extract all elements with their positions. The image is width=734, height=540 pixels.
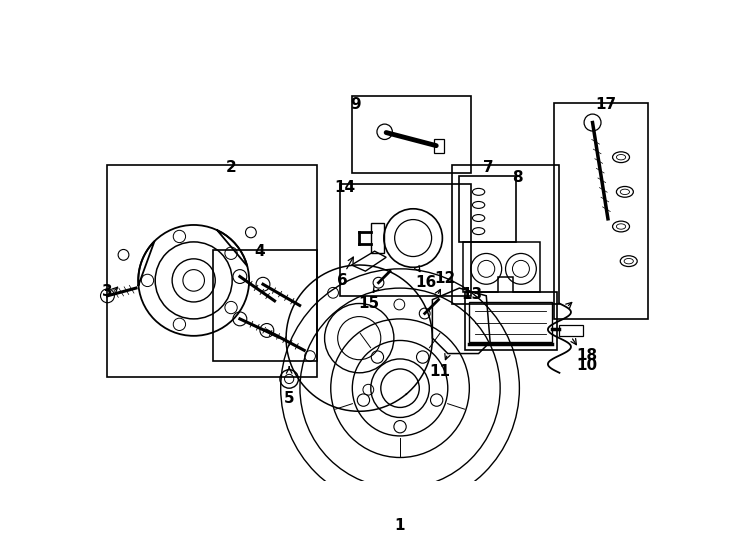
Text: 7: 7 <box>483 160 494 175</box>
Text: 4: 4 <box>255 245 265 259</box>
Text: 13: 13 <box>461 287 482 302</box>
Text: 10: 10 <box>575 357 597 373</box>
Text: 15: 15 <box>358 296 379 311</box>
Text: 14: 14 <box>334 180 355 195</box>
Text: 12: 12 <box>434 271 455 286</box>
Text: 9: 9 <box>350 97 360 112</box>
Text: 6: 6 <box>337 273 348 288</box>
Text: 16: 16 <box>415 275 436 290</box>
Text: 1: 1 <box>395 518 405 533</box>
Text: 8: 8 <box>512 171 523 186</box>
Text: 17: 17 <box>595 97 617 112</box>
Text: 11: 11 <box>429 364 451 379</box>
Text: 3: 3 <box>102 285 113 300</box>
Text: 2: 2 <box>225 160 236 175</box>
Text: 18: 18 <box>575 348 597 363</box>
Text: 5: 5 <box>284 392 294 407</box>
